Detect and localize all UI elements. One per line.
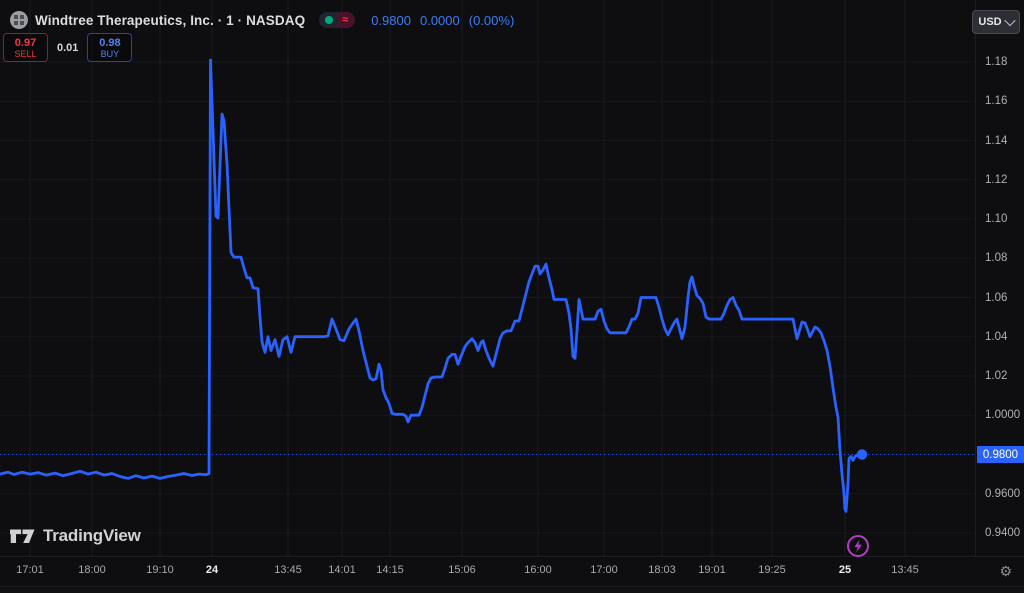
sell-price: 0.97 bbox=[14, 36, 37, 49]
symbol-title[interactable]: Windtree Therapeutics, Inc. · 1 · NASDAQ bbox=[35, 12, 306, 28]
bottom-strip bbox=[0, 586, 1024, 593]
time-axis-tick: 25 bbox=[838, 564, 852, 576]
time-axis-tick: 13:45 bbox=[274, 564, 302, 576]
price-axis-tick: 1.12 bbox=[985, 173, 1008, 186]
tradingview-logo-icon bbox=[10, 529, 35, 543]
sell-label: SELL bbox=[14, 48, 37, 59]
price-change-percent: (0.00%) bbox=[468, 12, 515, 28]
time-axis-tick: 13:45 bbox=[891, 564, 919, 576]
spread-value: 0.01 bbox=[57, 41, 79, 54]
tradingview-logo[interactable]: TradingView bbox=[10, 526, 141, 546]
price-axis-tick: 1.04 bbox=[985, 330, 1008, 343]
last-price-axis-label: 0.9800 bbox=[977, 446, 1024, 463]
sell-button[interactable]: 0.97 SELL bbox=[3, 33, 48, 62]
currency-label: USD bbox=[978, 16, 1002, 28]
chevron-down-icon bbox=[1003, 14, 1016, 27]
time-axis-tick: 14:01 bbox=[328, 564, 356, 576]
lightning-icon bbox=[847, 535, 869, 557]
gear-icon[interactable]: ⚙ bbox=[999, 563, 1012, 579]
buy-price: 0.98 bbox=[99, 36, 121, 49]
time-axis-tick: 18:00 bbox=[78, 564, 106, 576]
price-axis-tick: 1.16 bbox=[985, 95, 1008, 108]
price-axis-tick: 1.02 bbox=[985, 370, 1008, 382]
price-axis-tick: 1.08 bbox=[985, 252, 1008, 265]
approx-price-icon: ≈ bbox=[342, 13, 349, 26]
buy-label: BUY bbox=[100, 48, 120, 59]
buy-button[interactable]: 0.98 BUY bbox=[87, 33, 133, 62]
price-line-chart[interactable] bbox=[0, 0, 975, 556]
price-axis-tick: 0.9600 bbox=[985, 487, 1021, 500]
price-axis-tick: 1.18 bbox=[985, 56, 1008, 68]
time-axis-tick: 19:01 bbox=[698, 564, 726, 576]
market-status-toggle[interactable]: ≈ bbox=[319, 12, 356, 28]
market-open-dot-icon bbox=[325, 16, 334, 24]
time-axis-tick: 19:10 bbox=[146, 564, 174, 576]
time-axis-tick: 16:00 bbox=[524, 564, 552, 576]
time-axis-tick: 18:03 bbox=[648, 564, 676, 576]
time-axis-tick: 24 bbox=[205, 564, 219, 576]
time-axis-tick: 17:01 bbox=[16, 564, 44, 576]
last-price-value: 0.9800 bbox=[371, 12, 411, 28]
chart-header: Windtree Therapeutics, Inc. · 1 · NASDAQ… bbox=[10, 11, 514, 29]
price-axis-tick: 1.0000 bbox=[985, 409, 1021, 422]
price-summary: 0.9800 0.0000 (0.00%) bbox=[371, 13, 514, 28]
price-axis-tick: 0.9400 bbox=[985, 527, 1021, 539]
price-axis-tick: 1.06 bbox=[985, 291, 1008, 304]
time-axis[interactable]: ⚙ 17:01 18:00 19:10 24 13:45 14:01 14:15 15:06 1… bbox=[0, 556, 1024, 587]
price-change-value: 0.0000 bbox=[419, 12, 460, 28]
currency-dropdown[interactable]: USD bbox=[972, 10, 1020, 34]
price-axis-tick: 1.14 bbox=[985, 134, 1008, 147]
tradingview-logo-text: TradingView bbox=[43, 526, 141, 545]
price-axis-tick: 1.10 bbox=[985, 213, 1008, 225]
time-axis-tick: 19:25 bbox=[758, 564, 786, 576]
time-axis-tick: 14:15 bbox=[376, 564, 404, 576]
time-axis-tick: 17:00 bbox=[590, 564, 618, 576]
time-axis-tick: 15:06 bbox=[448, 564, 476, 576]
symbol-logo-icon bbox=[10, 11, 28, 29]
trade-buttons-row: 0.97 SELL 0.01 0.98 BUY bbox=[3, 33, 133, 62]
price-axis[interactable]: 0.9800 1.18 1.16 1.14 1.12 1.10 1.08 1.06 1.04 1… bbox=[975, 0, 1024, 556]
lightning-trading-button[interactable] bbox=[845, 533, 871, 559]
